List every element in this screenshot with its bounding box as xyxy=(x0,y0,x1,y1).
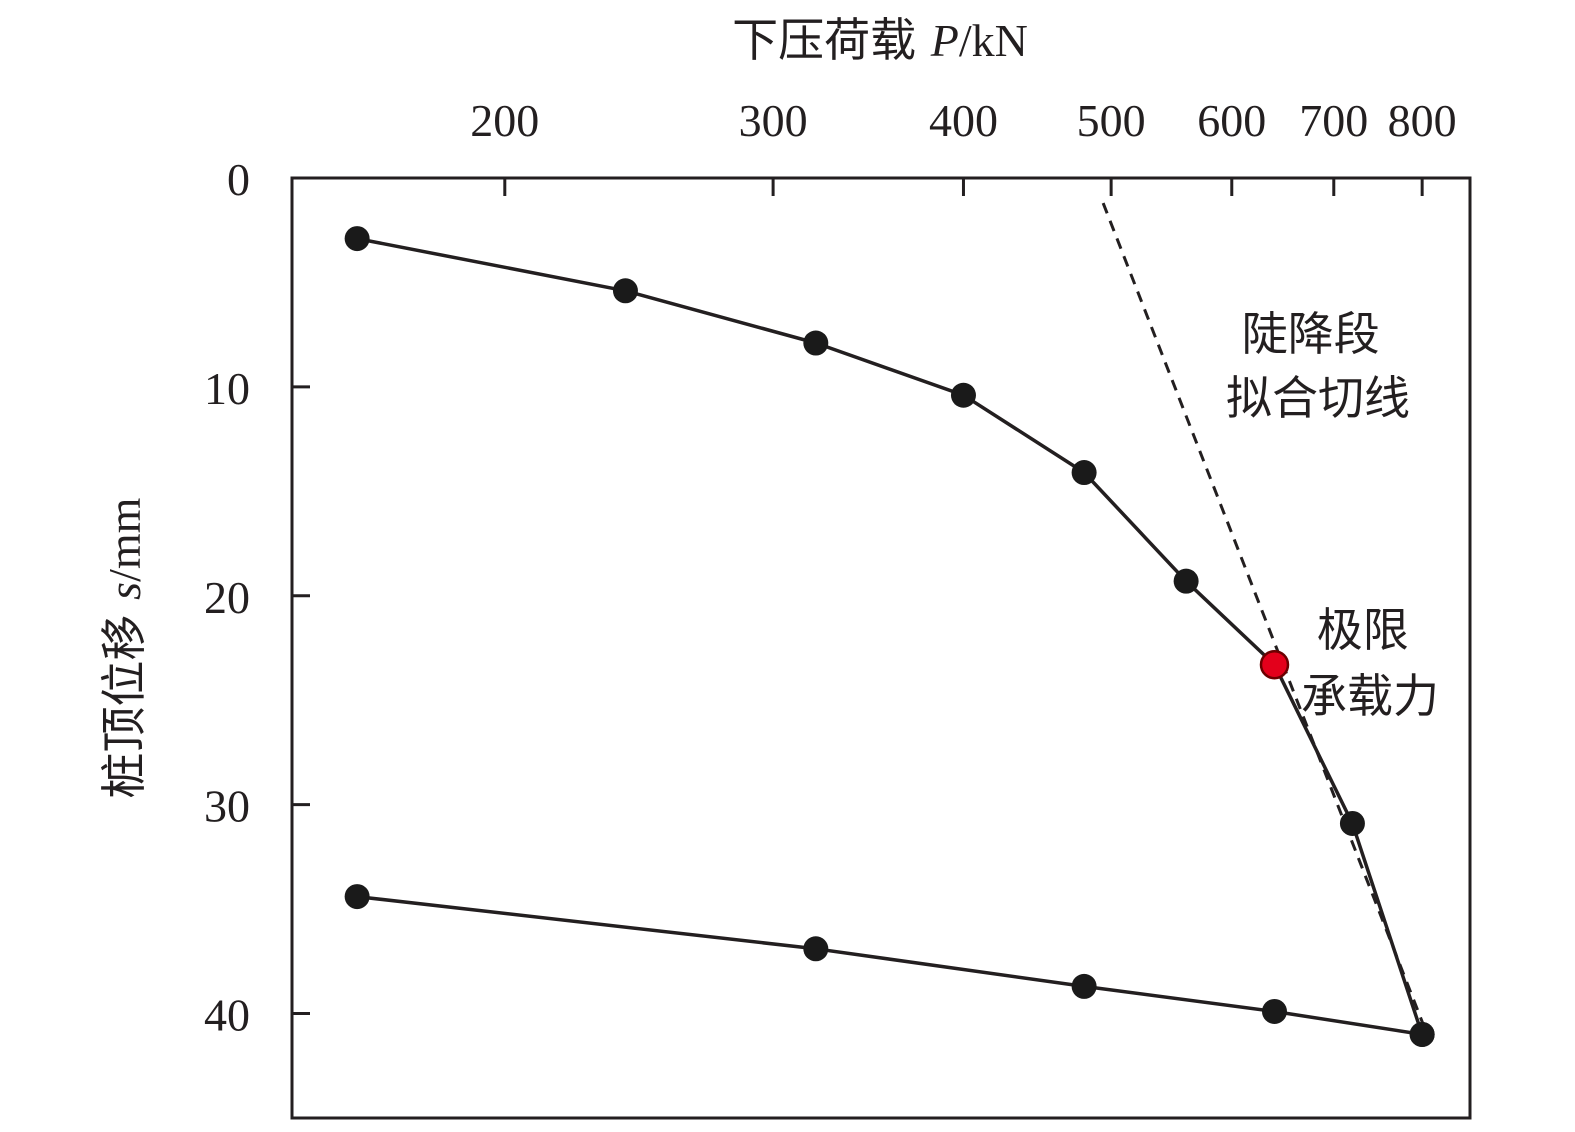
tangent-label: 陡降段 拟合切线 xyxy=(1226,307,1410,425)
unloading-point xyxy=(1261,998,1287,1024)
loading-point xyxy=(950,382,976,408)
loading-point xyxy=(344,226,370,252)
x-axis-title-main: 下压荷载 xyxy=(732,13,931,67)
x-axis-title: 下压荷载 P/kN xyxy=(732,13,1028,67)
y-axis-title-var: s xyxy=(99,582,150,600)
x-tick-label: 500 xyxy=(1077,95,1146,146)
x-tick-label: 600 xyxy=(1197,95,1266,146)
y-axis-title-unit: /mm xyxy=(99,497,150,582)
loading-point xyxy=(803,330,829,356)
x-tick-label: 300 xyxy=(739,95,808,146)
x-ticks: 200 300 400 500 600 700 800 xyxy=(470,95,1457,196)
loading-point xyxy=(612,278,638,304)
y-axis-title-main: 桩顶位移 xyxy=(97,600,151,799)
unloading-point xyxy=(344,884,370,910)
x-axis-title-unit: /kN xyxy=(959,15,1028,66)
y-axis-title: 桩顶位移 s/mm xyxy=(97,497,151,798)
y-ticks: 0 10 20 30 40 xyxy=(204,154,310,1041)
tangent-line-group xyxy=(1101,202,1431,1040)
ultimate-capacity-label-line-2: 承载力 xyxy=(1301,669,1439,723)
x-tick-label: 800 xyxy=(1388,95,1457,146)
tangent-line xyxy=(1101,202,1431,1040)
x-axis-title-var: P xyxy=(930,15,959,66)
ultimate-capacity-label: 极限 承载力 xyxy=(1301,603,1439,723)
y-tick-label: 0 xyxy=(227,154,250,205)
loading-point xyxy=(1339,810,1365,836)
x-tick-label: 700 xyxy=(1299,95,1368,146)
x-tick-label: 200 xyxy=(470,95,539,146)
y-tick-label: 40 xyxy=(204,990,250,1041)
ultimate-capacity-label-line-1: 极限 xyxy=(1317,603,1409,657)
unloading-point xyxy=(1409,1021,1435,1047)
x-tick-label: 400 xyxy=(929,95,998,146)
markers xyxy=(344,226,1435,1047)
y-tick-label: 20 xyxy=(204,572,250,623)
tangent-label-line-1: 陡降段 xyxy=(1242,307,1380,361)
plot-frame xyxy=(290,176,1472,1120)
unloading-point xyxy=(803,936,829,962)
loading-point xyxy=(1173,568,1199,594)
y-tick-label: 10 xyxy=(204,363,250,414)
ultimate-capacity-point xyxy=(1259,649,1290,680)
tangent-label-line-2: 拟合切线 xyxy=(1226,371,1410,425)
unloading-point xyxy=(1071,973,1097,999)
y-tick-label: 30 xyxy=(204,781,250,832)
loading-point xyxy=(1071,460,1097,486)
